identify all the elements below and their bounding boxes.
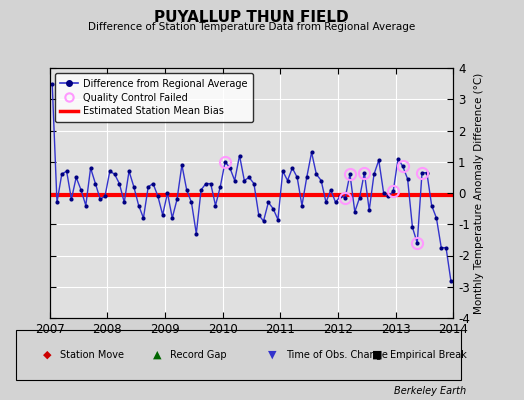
Text: ▲: ▲ [153,350,161,360]
Text: ◆: ◆ [43,350,51,360]
Text: Berkeley Earth: Berkeley Earth [394,386,466,396]
Text: Record Gap: Record Gap [170,350,227,360]
Text: Time of Obs. Change: Time of Obs. Change [286,350,387,360]
Text: Difference of Station Temperature Data from Regional Average: Difference of Station Temperature Data f… [88,22,415,32]
Text: ■: ■ [372,350,383,360]
Legend: Difference from Regional Average, Quality Control Failed, Estimated Station Mean: Difference from Regional Average, Qualit… [54,73,253,122]
Text: Empirical Break: Empirical Break [390,350,467,360]
Text: PUYALLUP THUN FIELD: PUYALLUP THUN FIELD [154,10,349,25]
Y-axis label: Monthly Temperature Anomaly Difference (°C): Monthly Temperature Anomaly Difference (… [474,72,484,314]
Text: ▼: ▼ [268,350,277,360]
Text: Station Move: Station Move [60,350,124,360]
